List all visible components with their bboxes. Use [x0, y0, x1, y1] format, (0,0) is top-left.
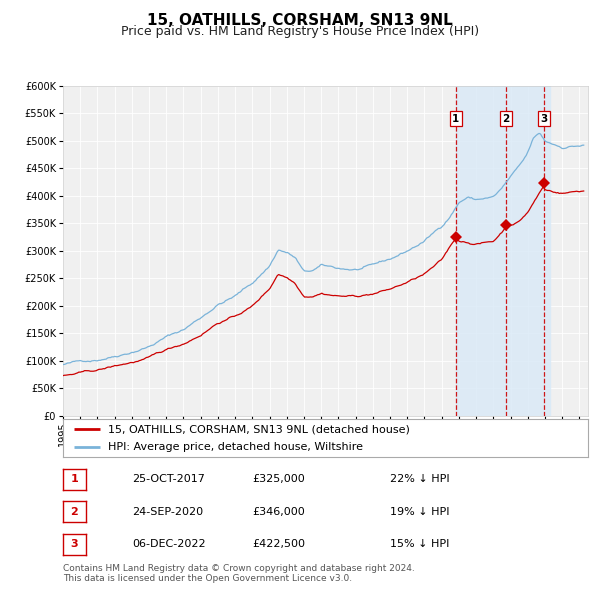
- Text: 24-SEP-2020: 24-SEP-2020: [132, 507, 203, 517]
- Text: 1: 1: [452, 114, 460, 123]
- Text: 15, OATHILLS, CORSHAM, SN13 9NL (detached house): 15, OATHILLS, CORSHAM, SN13 9NL (detache…: [107, 424, 409, 434]
- Text: HPI: Average price, detached house, Wiltshire: HPI: Average price, detached house, Wilt…: [107, 442, 362, 452]
- Text: 06-DEC-2022: 06-DEC-2022: [132, 539, 206, 549]
- Text: 3: 3: [540, 114, 547, 123]
- Text: £422,500: £422,500: [252, 539, 305, 549]
- Text: 1: 1: [71, 474, 78, 484]
- Text: 3: 3: [71, 539, 78, 549]
- Text: 19% ↓ HPI: 19% ↓ HPI: [390, 507, 449, 517]
- Text: 22% ↓ HPI: 22% ↓ HPI: [390, 474, 449, 484]
- Text: 2: 2: [71, 507, 78, 517]
- Text: 15, OATHILLS, CORSHAM, SN13 9NL: 15, OATHILLS, CORSHAM, SN13 9NL: [147, 13, 453, 28]
- Text: Contains HM Land Registry data © Crown copyright and database right 2024.
This d: Contains HM Land Registry data © Crown c…: [63, 563, 415, 583]
- Text: 2: 2: [502, 114, 509, 123]
- Text: £346,000: £346,000: [252, 507, 305, 517]
- Text: £325,000: £325,000: [252, 474, 305, 484]
- Bar: [456, 86, 550, 416]
- Text: Price paid vs. HM Land Registry's House Price Index (HPI): Price paid vs. HM Land Registry's House …: [121, 25, 479, 38]
- Text: 15% ↓ HPI: 15% ↓ HPI: [390, 539, 449, 549]
- Text: 25-OCT-2017: 25-OCT-2017: [132, 474, 205, 484]
